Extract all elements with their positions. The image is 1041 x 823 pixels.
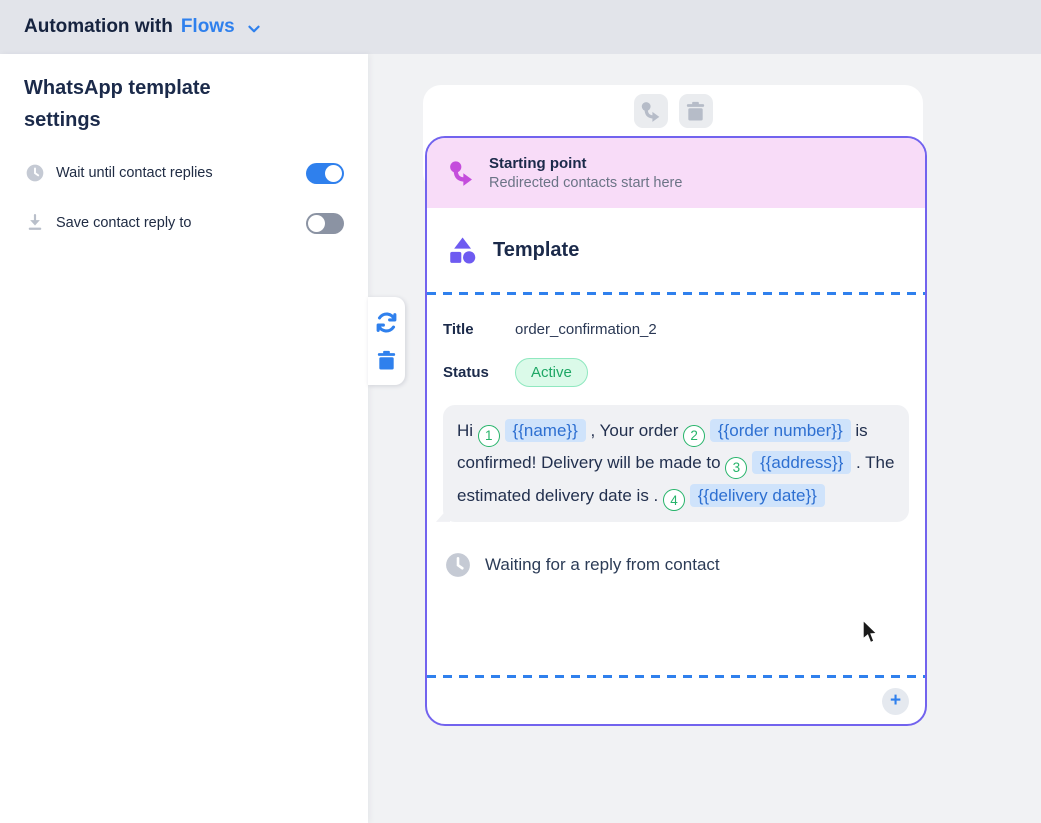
trash-icon[interactable] bbox=[374, 347, 400, 373]
waiting-for-reply-row: Waiting for a reply from contact bbox=[443, 552, 909, 578]
message-segment-text: . The estimated delivery date is . bbox=[457, 453, 895, 505]
save-contact-reply-toggle[interactable] bbox=[306, 212, 344, 234]
template-node-card[interactable]: Starting point Redirected contacts start… bbox=[425, 136, 927, 726]
redirect-arrow-icon bbox=[447, 159, 475, 187]
node-hover-actions bbox=[423, 85, 923, 128]
clock-icon bbox=[445, 552, 471, 578]
redirect-icon[interactable] bbox=[633, 94, 668, 128]
template-status-row: Status Active bbox=[443, 358, 909, 387]
add-step-button[interactable]: + bbox=[882, 687, 909, 715]
trash-icon[interactable] bbox=[678, 94, 713, 128]
template-title-value: order_confirmation_2 bbox=[515, 321, 657, 338]
page-title: Automation with Flows bbox=[24, 16, 263, 38]
message-segment-text: Hi bbox=[457, 421, 474, 440]
message-segment-marker: 1 bbox=[477, 424, 500, 447]
setting-label: Save contact reply to bbox=[56, 215, 192, 231]
clock-icon bbox=[24, 162, 46, 184]
starting-point-header: Starting point Redirected contacts start… bbox=[427, 138, 925, 208]
refresh-icon[interactable] bbox=[374, 309, 400, 335]
page-title-prefix: Automation with bbox=[24, 16, 173, 37]
waiting-for-reply-text: Waiting for a reply from contact bbox=[485, 554, 720, 574]
node-footer: + bbox=[427, 678, 925, 724]
wait-until-replies-toggle[interactable] bbox=[306, 162, 344, 184]
dashed-divider-top bbox=[427, 292, 925, 295]
chevron-down-icon[interactable] bbox=[245, 20, 263, 38]
template-node-title: Template bbox=[493, 238, 580, 261]
save-download-icon bbox=[24, 212, 46, 234]
message-segment-marker: 4 bbox=[663, 489, 685, 512]
setting-wait-until-replies: Wait until contact replies bbox=[24, 162, 344, 184]
message-segment-chip: {{delivery date}} bbox=[689, 483, 825, 507]
template-node-heading: Template bbox=[427, 208, 925, 292]
message-segment-chip: {{order number}} bbox=[709, 419, 851, 442]
status-badge: Active bbox=[515, 358, 588, 387]
flows-dropdown-label[interactable]: Flows bbox=[180, 16, 235, 37]
flow-canvas[interactable]: Starting point Redirected contacts start… bbox=[368, 54, 1041, 823]
template-title-row: Title order_confirmation_2 bbox=[443, 321, 909, 338]
starting-point-subtitle: Redirected contacts start here bbox=[489, 175, 683, 192]
starting-point-title: Starting point bbox=[489, 154, 587, 172]
shapes-icon bbox=[447, 235, 477, 265]
template-node-body: Title order_confirmation_2 Status Active… bbox=[427, 295, 925, 675]
template-status-label: Status bbox=[443, 364, 489, 381]
message-segment-marker: 2 bbox=[683, 424, 706, 447]
template-title-label: Title bbox=[443, 321, 474, 338]
message-segment-chip: {{address}} bbox=[752, 451, 852, 475]
app-header: Automation with Flows bbox=[0, 0, 1041, 54]
message-segment-text: , Your order bbox=[590, 421, 679, 440]
setting-label: Wait until contact replies bbox=[56, 165, 213, 181]
message-segment-marker: 3 bbox=[725, 457, 748, 480]
message-segment-chip: {{name}} bbox=[504, 419, 586, 442]
settings-panel-title: WhatsApp template settings bbox=[24, 77, 211, 131]
setting-save-contact-reply: Save contact reply to bbox=[24, 212, 344, 234]
canvas-side-toolbar bbox=[368, 297, 405, 385]
template-message: Hi 1 {{name}} , Your order 2 {{order num… bbox=[443, 405, 909, 522]
dashed-divider-bottom bbox=[427, 675, 925, 678]
settings-panel: WhatsApp template settings Wait until co… bbox=[0, 54, 368, 823]
message-segment-text: is confirmed! Delivery will be made to bbox=[457, 421, 868, 473]
